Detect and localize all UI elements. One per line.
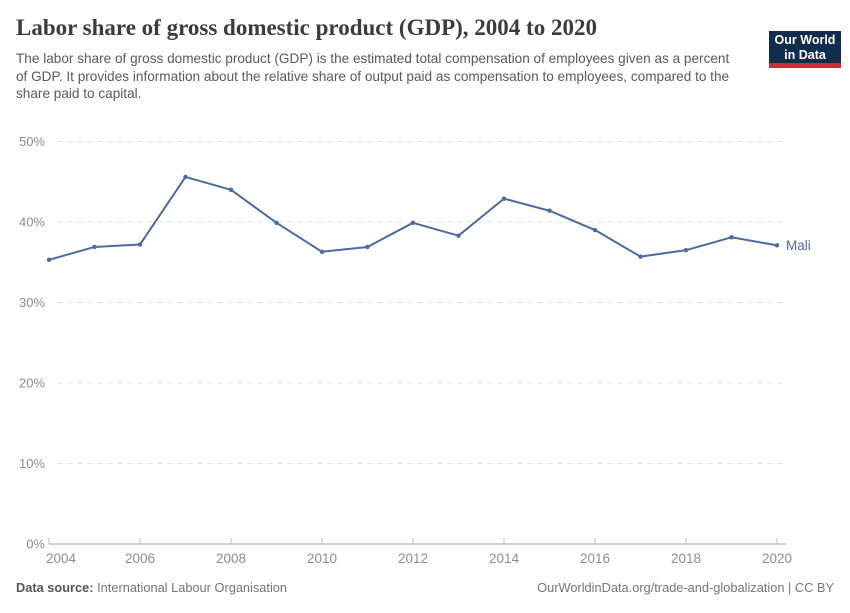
data-point [228,187,234,192]
data-point [774,243,780,248]
owid-logo-line1: Our World [774,33,836,47]
owid-logo-line2: in Data [784,47,826,62]
y-tick-label: 50% [19,134,45,149]
footer-right: OurWorldinData.org/trade-and-globalizati… [537,580,834,595]
data-point [92,244,97,250]
data-point [683,247,689,253]
data-point [410,220,416,226]
x-tick-label: 2004 [46,551,77,566]
data-point [319,249,325,254]
owid-chart-page: { "header": { "title": "Labor share of g… [0,13,850,613]
page-title: Labor share of gross domestic product (G… [16,15,597,40]
x-tick-label: 2012 [398,551,428,566]
data-line [48,175,778,261]
chart-footer: Data source: International Labour Organi… [16,580,834,595]
x-axis-labels: 2004 2006 2008 2010 2012 2014 2016 2018 2020 [46,538,792,566]
data-point [592,227,598,233]
data-points [46,174,780,263]
x-tick-label: 2020 [762,551,792,566]
data-point [365,244,370,250]
y-tick-label: 0% [26,537,45,552]
data-point [137,242,143,247]
x-tick-label: 2006 [125,551,155,566]
y-gridlines [49,141,786,545]
data-point [547,208,552,213]
data-point [729,235,734,240]
data-point [183,174,188,180]
data-point [501,196,507,201]
data-point [274,220,279,226]
x-tick-label: 2018 [671,551,701,566]
x-tick-label: 2016 [580,551,610,566]
x-tick-label: 2014 [489,551,520,566]
data-point [46,257,52,263]
x-tick-label: 2008 [216,551,246,566]
y-axis-labels: 0% 10% 20% 30% 40% 50% [19,134,45,552]
data-point [456,233,461,238]
line-chart-canvas: 0% 10% 20% 30% 40% 50% 2004 2006 2008 2010 2012 201… [19,134,811,566]
owid-logo: Our World in Data [769,31,841,68]
footer-divider: | [784,580,795,595]
series-entity-label[interactable]: Mali [786,238,811,253]
y-tick-label: 40% [19,215,45,230]
license-label: CC BY [794,580,834,595]
data-source-value: International Labour Organisation [97,580,288,595]
y-tick-label: 10% [19,456,45,471]
data-source-label: Data source: [16,580,94,595]
data-source: Data source: International Labour Organi… [16,580,287,595]
data-point [638,254,643,259]
x-tick-label: 2010 [307,551,337,566]
y-tick-label: 30% [19,295,45,310]
owid-url-link[interactable]: OurWorldinData.org/trade-and-globalizati… [537,580,785,595]
chart-subtitle: The labor share of gross domestic produc… [16,51,730,102]
y-tick-label: 20% [19,376,45,391]
